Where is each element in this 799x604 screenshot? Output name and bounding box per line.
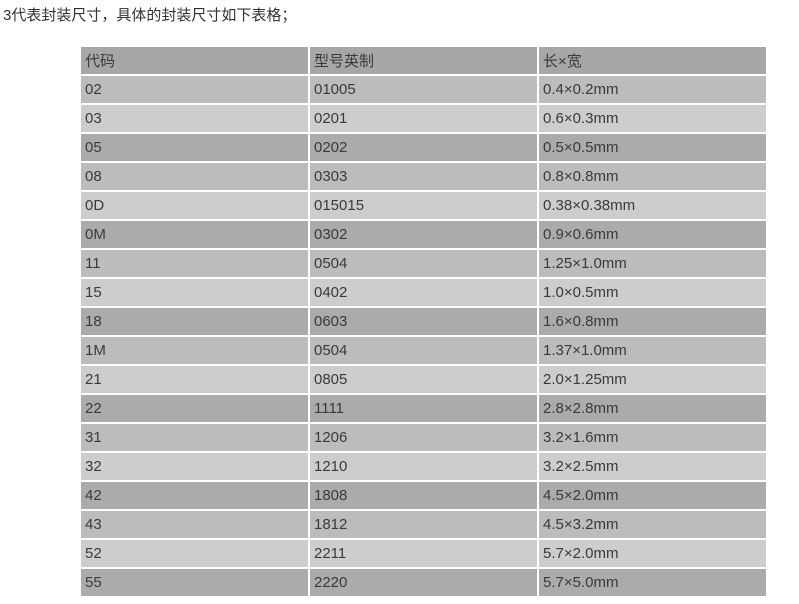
cell-code: 0D: [81, 192, 308, 219]
cell-size: 1.6×0.8mm: [539, 308, 766, 335]
cell-code: 15: [81, 279, 308, 306]
header-cell-model: 型号英制: [310, 47, 537, 74]
cell-code: 22: [81, 395, 308, 422]
cell-model: 0302: [310, 221, 537, 248]
cell-model: 015015: [310, 192, 537, 219]
cell-size: 3.2×2.5mm: [539, 453, 766, 480]
cell-model: 2220: [310, 569, 537, 596]
cell-code: 02: [81, 76, 308, 103]
cell-size: 1.25×1.0mm: [539, 250, 766, 277]
table-row: 52 2211 5.7×2.0mm: [81, 540, 766, 567]
cell-code: 1M: [81, 337, 308, 364]
cell-code: 32: [81, 453, 308, 480]
table-row: 42 1808 4.5×2.0mm: [81, 482, 766, 509]
cell-code: 03: [81, 105, 308, 132]
table-row: 1M 0504 1.37×1.0mm: [81, 337, 766, 364]
cell-size: 5.7×5.0mm: [539, 569, 766, 596]
cell-code: 52: [81, 540, 308, 567]
cell-size: 0.38×0.38mm: [539, 192, 766, 219]
cell-size: 4.5×3.2mm: [539, 511, 766, 538]
table-row: 31 1206 3.2×1.6mm: [81, 424, 766, 451]
table-row: 03 0201 0.6×0.3mm: [81, 105, 766, 132]
cell-model: 01005: [310, 76, 537, 103]
cell-size: 3.2×1.6mm: [539, 424, 766, 451]
cell-model: 0303: [310, 163, 537, 190]
cell-size: 0.5×0.5mm: [539, 134, 766, 161]
cell-code: 43: [81, 511, 308, 538]
cell-size: 0.4×0.2mm: [539, 76, 766, 103]
cell-model: 2211: [310, 540, 537, 567]
table-header-row: 代码 型号英制 长×宽: [81, 47, 766, 74]
cell-code: 21: [81, 366, 308, 393]
table-row: 05 0202 0.5×0.5mm: [81, 134, 766, 161]
cell-size: 5.7×2.0mm: [539, 540, 766, 567]
cell-size: 4.5×2.0mm: [539, 482, 766, 509]
cell-model: 1808: [310, 482, 537, 509]
cell-model: 0504: [310, 250, 537, 277]
cell-model: 0504: [310, 337, 537, 364]
cell-size: 0.8×0.8mm: [539, 163, 766, 190]
package-size-table: 代码 型号英制 长×宽 02 01005 0.4×0.2mm 03 0201 0.6×0.3mm…: [81, 47, 766, 598]
cell-size: 1.37×1.0mm: [539, 337, 766, 364]
table-row: 0D 015015 0.38×0.38mm: [81, 192, 766, 219]
table-row: 11 0504 1.25×1.0mm: [81, 250, 766, 277]
table-row: 55 2220 5.7×5.0mm: [81, 569, 766, 596]
header-cell-code: 代码: [81, 47, 308, 74]
cell-size: 0.6×0.3mm: [539, 105, 766, 132]
table-row: 32 1210 3.2×2.5mm: [81, 453, 766, 480]
table-row: 02 01005 0.4×0.2mm: [81, 76, 766, 103]
cell-model: 0201: [310, 105, 537, 132]
table-row: 18 0603 1.6×0.8mm: [81, 308, 766, 335]
cell-size: 2.8×2.8mm: [539, 395, 766, 422]
header-cell-size: 长×宽: [539, 47, 766, 74]
cell-code: 31: [81, 424, 308, 451]
table-row: 08 0303 0.8×0.8mm: [81, 163, 766, 190]
table-row: 15 0402 1.0×0.5mm: [81, 279, 766, 306]
cell-model: 0402: [310, 279, 537, 306]
table-row: 0M 0302 0.9×0.6mm: [81, 221, 766, 248]
table-row: 22 1111 2.8×2.8mm: [81, 395, 766, 422]
cell-code: 08: [81, 163, 308, 190]
table-row: 43 1812 4.5×3.2mm: [81, 511, 766, 538]
cell-model: 1111: [310, 395, 537, 422]
cell-code: 42: [81, 482, 308, 509]
cell-code: 0M: [81, 221, 308, 248]
cell-model: 0603: [310, 308, 537, 335]
intro-text: 3代表封装尺寸，具体的封装尺寸如下表格；: [3, 7, 297, 24]
cell-model: 0805: [310, 366, 537, 393]
cell-size: 2.0×1.25mm: [539, 366, 766, 393]
cell-code: 55: [81, 569, 308, 596]
cell-size: 1.0×0.5mm: [539, 279, 766, 306]
cell-model: 1206: [310, 424, 537, 451]
cell-code: 11: [81, 250, 308, 277]
cell-model: 0202: [310, 134, 537, 161]
cell-code: 05: [81, 134, 308, 161]
cell-size: 0.9×0.6mm: [539, 221, 766, 248]
cell-model: 1812: [310, 511, 537, 538]
cell-model: 1210: [310, 453, 537, 480]
cell-code: 18: [81, 308, 308, 335]
table-row: 21 0805 2.0×1.25mm: [81, 366, 766, 393]
